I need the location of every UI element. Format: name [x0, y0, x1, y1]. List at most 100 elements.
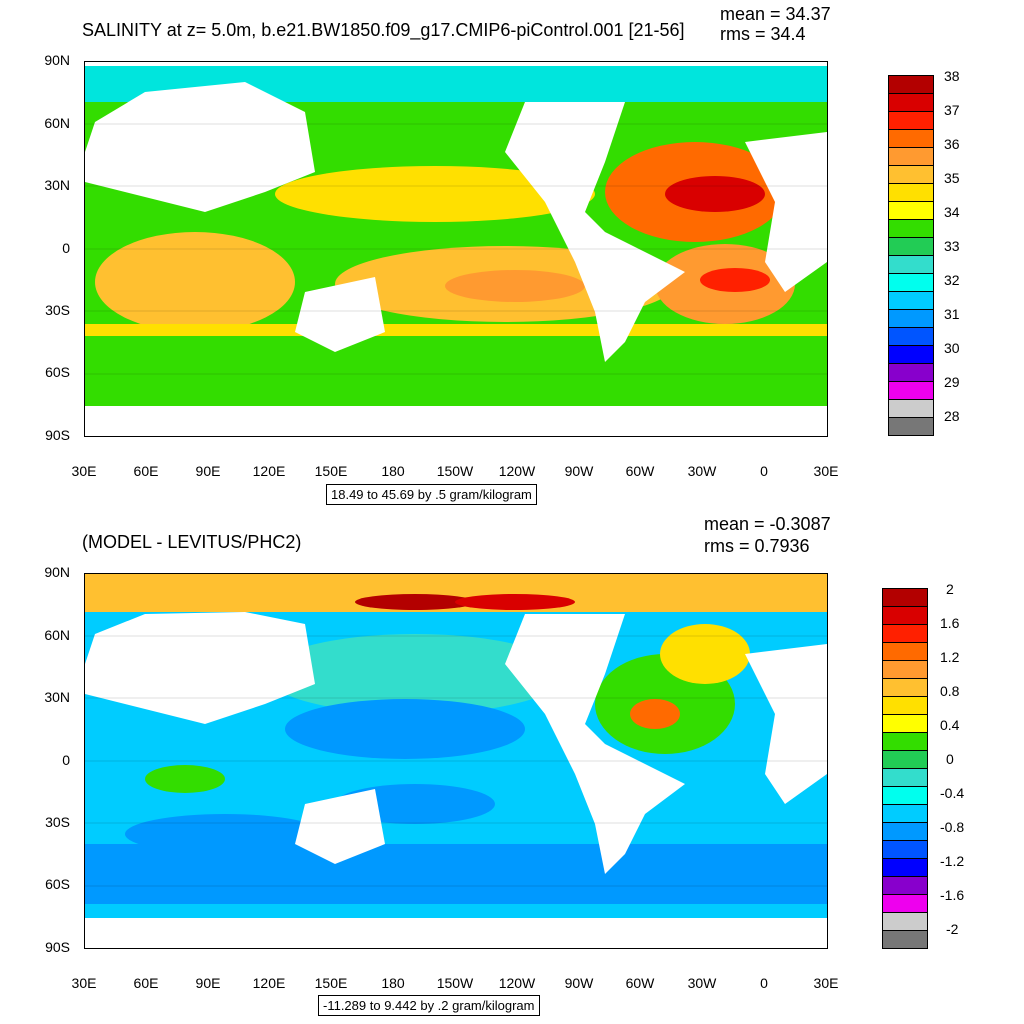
colorbar-label: 38 [944, 68, 960, 84]
colorbar-swatch [882, 714, 928, 733]
xlabel-90e: 90E [195, 463, 221, 479]
colorbar-label: 2 [946, 581, 954, 597]
xlabel-60w: 60W [625, 463, 655, 479]
ylabel-90n: 90N [44, 564, 70, 580]
colorbar-swatch [888, 345, 934, 364]
colorbar-swatch [882, 858, 928, 877]
xlabel-120w: 120W [498, 463, 536, 479]
land-australia [295, 277, 385, 352]
rms-stat: rms = 0.7936 [704, 536, 810, 556]
colorbar-label: 34 [944, 204, 960, 220]
xlabel-180: 180 [381, 975, 405, 991]
colorbar-label: 32 [944, 272, 960, 288]
equatorial-band [265, 222, 605, 247]
colorbar-label: -1.6 [940, 887, 965, 903]
colorbar-swatch [888, 255, 934, 274]
colorbar-swatch [888, 201, 934, 220]
colorbar-swatch [888, 183, 934, 202]
colorbar [888, 75, 934, 436]
colorbar-label: 31 [944, 306, 960, 322]
xlabel-120w: 120W [498, 975, 536, 991]
ylabel-0: 0 [62, 240, 70, 256]
ylabel-90n: 90N [44, 52, 70, 68]
ylabel-60s: 60S [45, 364, 70, 380]
colorbar-swatch [882, 786, 928, 805]
colorbar-label: 30 [944, 340, 960, 356]
rms-stat: rms = 34.4 [720, 24, 806, 44]
salinity-map [84, 61, 828, 437]
colorbar-label: -2 [946, 921, 959, 937]
natlantic-high [630, 699, 680, 729]
mean-stat: mean = -0.3087 [704, 514, 831, 534]
colorbar-swatch [882, 588, 928, 607]
colorbar-swatch [882, 696, 928, 715]
range-label: 18.49 to 45.69 by .5 gram/kilogram [326, 484, 537, 505]
colorbar-swatch [888, 111, 934, 130]
colorbar-swatch [882, 750, 928, 769]
colorbar-swatch [888, 237, 934, 256]
colorbar-label: 0.8 [940, 683, 960, 699]
colorbar-label: -0.8 [940, 819, 965, 835]
xlabel-0: 0 [760, 463, 768, 479]
difference-map [84, 573, 828, 949]
ylabel-30n: 30N [44, 177, 70, 193]
mean-stat: mean = 34.37 [720, 4, 831, 24]
land-americas [505, 102, 685, 362]
xlabel-90w: 90W [564, 463, 594, 479]
xlabel-90e: 90E [195, 975, 221, 991]
ylabel-60s: 60S [45, 876, 70, 892]
colorbar-label: 29 [944, 374, 960, 390]
land-antarctica [85, 918, 827, 948]
colorbar-swatch [888, 219, 934, 238]
xlabel-30e-end: 30E [813, 975, 839, 991]
xlabel-150e: 150E [314, 463, 348, 479]
colorbar-swatch [882, 732, 928, 751]
colorbar-label: -1.2 [940, 853, 965, 869]
colorbar-swatch [888, 417, 934, 436]
npacific-low [285, 699, 525, 759]
spacific-core [445, 270, 585, 302]
xlabel-60e: 60E [133, 975, 159, 991]
ylabel-30n: 30N [44, 689, 70, 705]
colorbar-swatch [882, 624, 928, 643]
satlantic-core [700, 268, 770, 292]
xlabel-150e: 150E [314, 975, 348, 991]
colorbar-swatch [888, 309, 934, 328]
southern-transition [85, 324, 827, 336]
colorbar-label: 1.2 [940, 649, 960, 665]
land-africa-europe [745, 132, 827, 292]
colorbar-label: 0.4 [940, 717, 960, 733]
colorbar-swatch [882, 804, 928, 823]
natlantic-core [665, 176, 765, 212]
colorbar-swatch [882, 930, 928, 949]
colorbar-swatch [882, 876, 928, 895]
land-top [85, 62, 827, 66]
ylabel-0: 0 [62, 752, 70, 768]
ylabel-90s: 90S [45, 427, 70, 443]
salinity-panel: SALINITY at z= 5.0m, b.e21.BW1850.f09_g1… [44, 4, 960, 505]
colorbar-label: 1.6 [940, 615, 960, 631]
xlabel-60e: 60E [133, 463, 159, 479]
colorbar-swatch [888, 273, 934, 292]
xlabel-0: 0 [760, 975, 768, 991]
colorbar-swatch [888, 75, 934, 94]
land-australia [295, 789, 385, 864]
difference-panel: (MODEL - LEVITUS/PHC2) mean = -0.3087 rm… [0, 512, 1024, 1024]
plot-title: (MODEL - LEVITUS/PHC2) [82, 532, 302, 552]
npacific-field [265, 634, 565, 714]
xlabel-30w: 30W [687, 463, 717, 479]
colorbar-swatch [888, 147, 934, 166]
ylabel-60n: 60N [44, 115, 70, 131]
land-americas [505, 614, 685, 874]
indian-high [145, 765, 225, 793]
colorbar-swatch [888, 165, 934, 184]
range-label: -11.289 to 9.442 by .2 gram/kilogram [318, 995, 540, 1016]
xlabel-30e: 30E [71, 463, 97, 479]
colorbar-swatch [882, 768, 928, 787]
colorbar-swatch [882, 840, 928, 859]
xlabel-150w: 150W [436, 463, 474, 479]
xlabel-30e: 30E [71, 975, 97, 991]
xlabel-90w: 90W [564, 975, 594, 991]
xlabel-180: 180 [381, 463, 405, 479]
plot-title: SALINITY at z= 5.0m, b.e21.BW1850.f09_g1… [82, 20, 685, 40]
